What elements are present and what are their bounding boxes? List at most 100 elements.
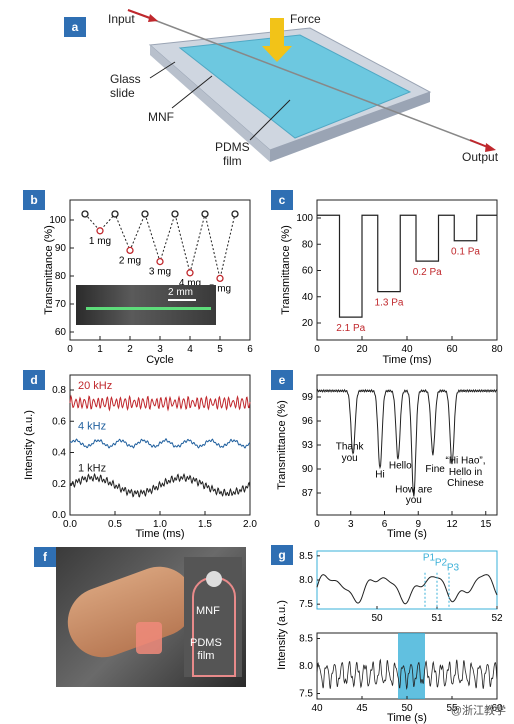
panel-a: a Input Force Glass slide MNF PDMS film …: [0, 0, 514, 180]
x-tick-label: 52: [491, 613, 503, 624]
x-tick-label: 9: [415, 519, 421, 530]
glass-label-line1: Glass: [110, 72, 141, 86]
fiber-photo: 2 mm: [76, 285, 216, 325]
y-tick-label: 70: [55, 299, 67, 310]
baseline-point: [201, 210, 209, 218]
speech-word: Fine: [425, 464, 445, 475]
panel-d: d Intensity (a.u.) Time (ms) 0.0 0.5 1.0 1.…: [0, 365, 257, 540]
x-tick-label: 15: [480, 519, 492, 530]
y-tick-label: 80: [302, 239, 314, 250]
x-tick-label: 2: [127, 344, 133, 355]
series-line: [69, 394, 251, 412]
x-tick-label: 6: [382, 519, 388, 530]
mass-label: 1 mg: [89, 236, 111, 247]
glass-label: Glass slide: [110, 72, 141, 100]
panel-e-label: e: [271, 370, 293, 390]
force-label: Force: [290, 12, 321, 26]
glass-label-line2: slide: [110, 86, 135, 100]
pressure-label: 2.1 Pa: [336, 323, 365, 334]
y-tick-label: 90: [55, 243, 67, 254]
panel-c-label: c: [271, 190, 293, 210]
x-axis-label: Time (s): [387, 528, 427, 540]
y-tick-label: 8.0: [299, 575, 313, 586]
pulse-chart: Intensity (a.u.) Time (s) 50 51 52 7.5 8.0 8.…: [276, 550, 503, 724]
y-tick-label: 93: [302, 440, 314, 451]
panel-b-label: b: [23, 190, 45, 210]
inset-pdms-line1: PDMS: [190, 637, 222, 649]
mass-label: 5 mg: [209, 283, 231, 294]
speech-word: Hi: [375, 470, 384, 481]
speech-word: Hello: [389, 460, 412, 471]
y-tick-label: 100: [49, 215, 66, 226]
speech-chart: Transmittance (%) Time (s) 0 3 6 9 12 15 87 90 9…: [276, 374, 498, 540]
y-tick-label: 80: [55, 271, 67, 282]
panel-g: g Intensity (a.u.) Time (s) 50 51 52 7.5 8.0…: [257, 545, 514, 724]
mass-point: [156, 257, 164, 266]
x-tick-label: 60: [446, 344, 458, 355]
baseline-point: [111, 210, 119, 218]
x-tick-label: 3: [348, 519, 354, 530]
sensor-patch: [136, 622, 162, 654]
x-tick-label: 40: [401, 344, 413, 355]
speech-word: How are: [395, 485, 433, 496]
scale-bar: [168, 299, 196, 301]
x-tick-label: 0: [67, 344, 73, 355]
inset-pdms-line2: film: [197, 650, 215, 662]
speech-word: you: [342, 453, 358, 464]
mass-label: 4 mg: [179, 278, 201, 289]
y-tick-label: 96: [302, 416, 314, 427]
speech-line: [316, 388, 498, 497]
pressure-chart: Transmittance (%) Time (ms) 0 20 40 60 80 20 4…: [280, 199, 503, 365]
input-label: Input: [108, 12, 135, 26]
panel-e: e Transmittance (%) Time (s) 0 3 6 9 12 15 87 9…: [257, 365, 514, 540]
speech-word: Chinese: [447, 478, 484, 489]
output-label: Output: [462, 150, 499, 164]
speech-word: you: [406, 495, 422, 506]
y-tick-label: 0.4: [52, 448, 66, 459]
pdms-label: PDMS film: [215, 140, 250, 168]
x-tick-label: 5: [217, 344, 223, 355]
watermark: @浙江教学: [450, 705, 506, 717]
y-tick-label: 60: [55, 327, 67, 338]
x-tick-label: 1: [97, 344, 103, 355]
scale-label: 2 mm: [168, 287, 193, 298]
speech-word: Hello in: [449, 467, 482, 478]
y-tick-label: 0.2: [52, 479, 66, 490]
series-label: 1 kHz: [78, 462, 106, 474]
inset: MNF PDMS film: [184, 557, 242, 677]
fiber-glow: [86, 307, 211, 310]
x-axis-label: Time (s): [387, 712, 427, 724]
x-tick-label: 6: [247, 344, 253, 355]
x-tick-label: 4: [187, 344, 193, 355]
x-axis-label: Time (ms): [135, 528, 184, 540]
x-tick-label: 3: [157, 344, 163, 355]
speech-word: Thank: [336, 442, 365, 453]
panel-c: c Transmittance (%) Time (ms) 0 20 40 60 80 2…: [257, 185, 514, 365]
baseline-point: [171, 210, 179, 218]
mass-point: [126, 246, 134, 255]
x-tick-label: 80: [491, 344, 503, 355]
x-tick-label: 1.0: [153, 519, 167, 530]
x-tick-label: 40: [311, 703, 323, 714]
inset-pdms-label: PDMS film: [190, 637, 222, 663]
pdms-label-line1: PDMS: [215, 140, 250, 154]
peak-label: P3: [447, 562, 460, 573]
mass-point: [186, 269, 194, 277]
pressure-label: 1.3 Pa: [375, 298, 404, 309]
transmittance-line: [317, 214, 497, 318]
mass-chart: Transmittance (%) Cycle 0 1 2 3 4 5 6 60 70 80 90 1…: [43, 199, 253, 365]
y-axis-label: Transmittance (%): [276, 400, 288, 489]
baseline-point: [81, 210, 89, 218]
y-tick-label: 7.5: [299, 599, 313, 610]
x-tick-label: 12: [446, 519, 458, 530]
panel-b: b Transmittance (%) Cycle 0 1 2 3 4 5 6 60 70 80 9…: [0, 185, 257, 365]
speech-word: “Hi Hao”,: [445, 456, 485, 467]
mass-label: 3 mg: [149, 267, 171, 278]
y-tick-label: 0.0: [52, 510, 66, 521]
panel-a-label: a: [64, 17, 86, 37]
x-tick-label: 51: [431, 613, 443, 624]
device-schematic: [127, 9, 496, 162]
peak-label: P1: [423, 553, 436, 564]
y-tick-label: 60: [302, 266, 314, 277]
y-axis-label: Intensity (a.u.): [276, 600, 288, 670]
